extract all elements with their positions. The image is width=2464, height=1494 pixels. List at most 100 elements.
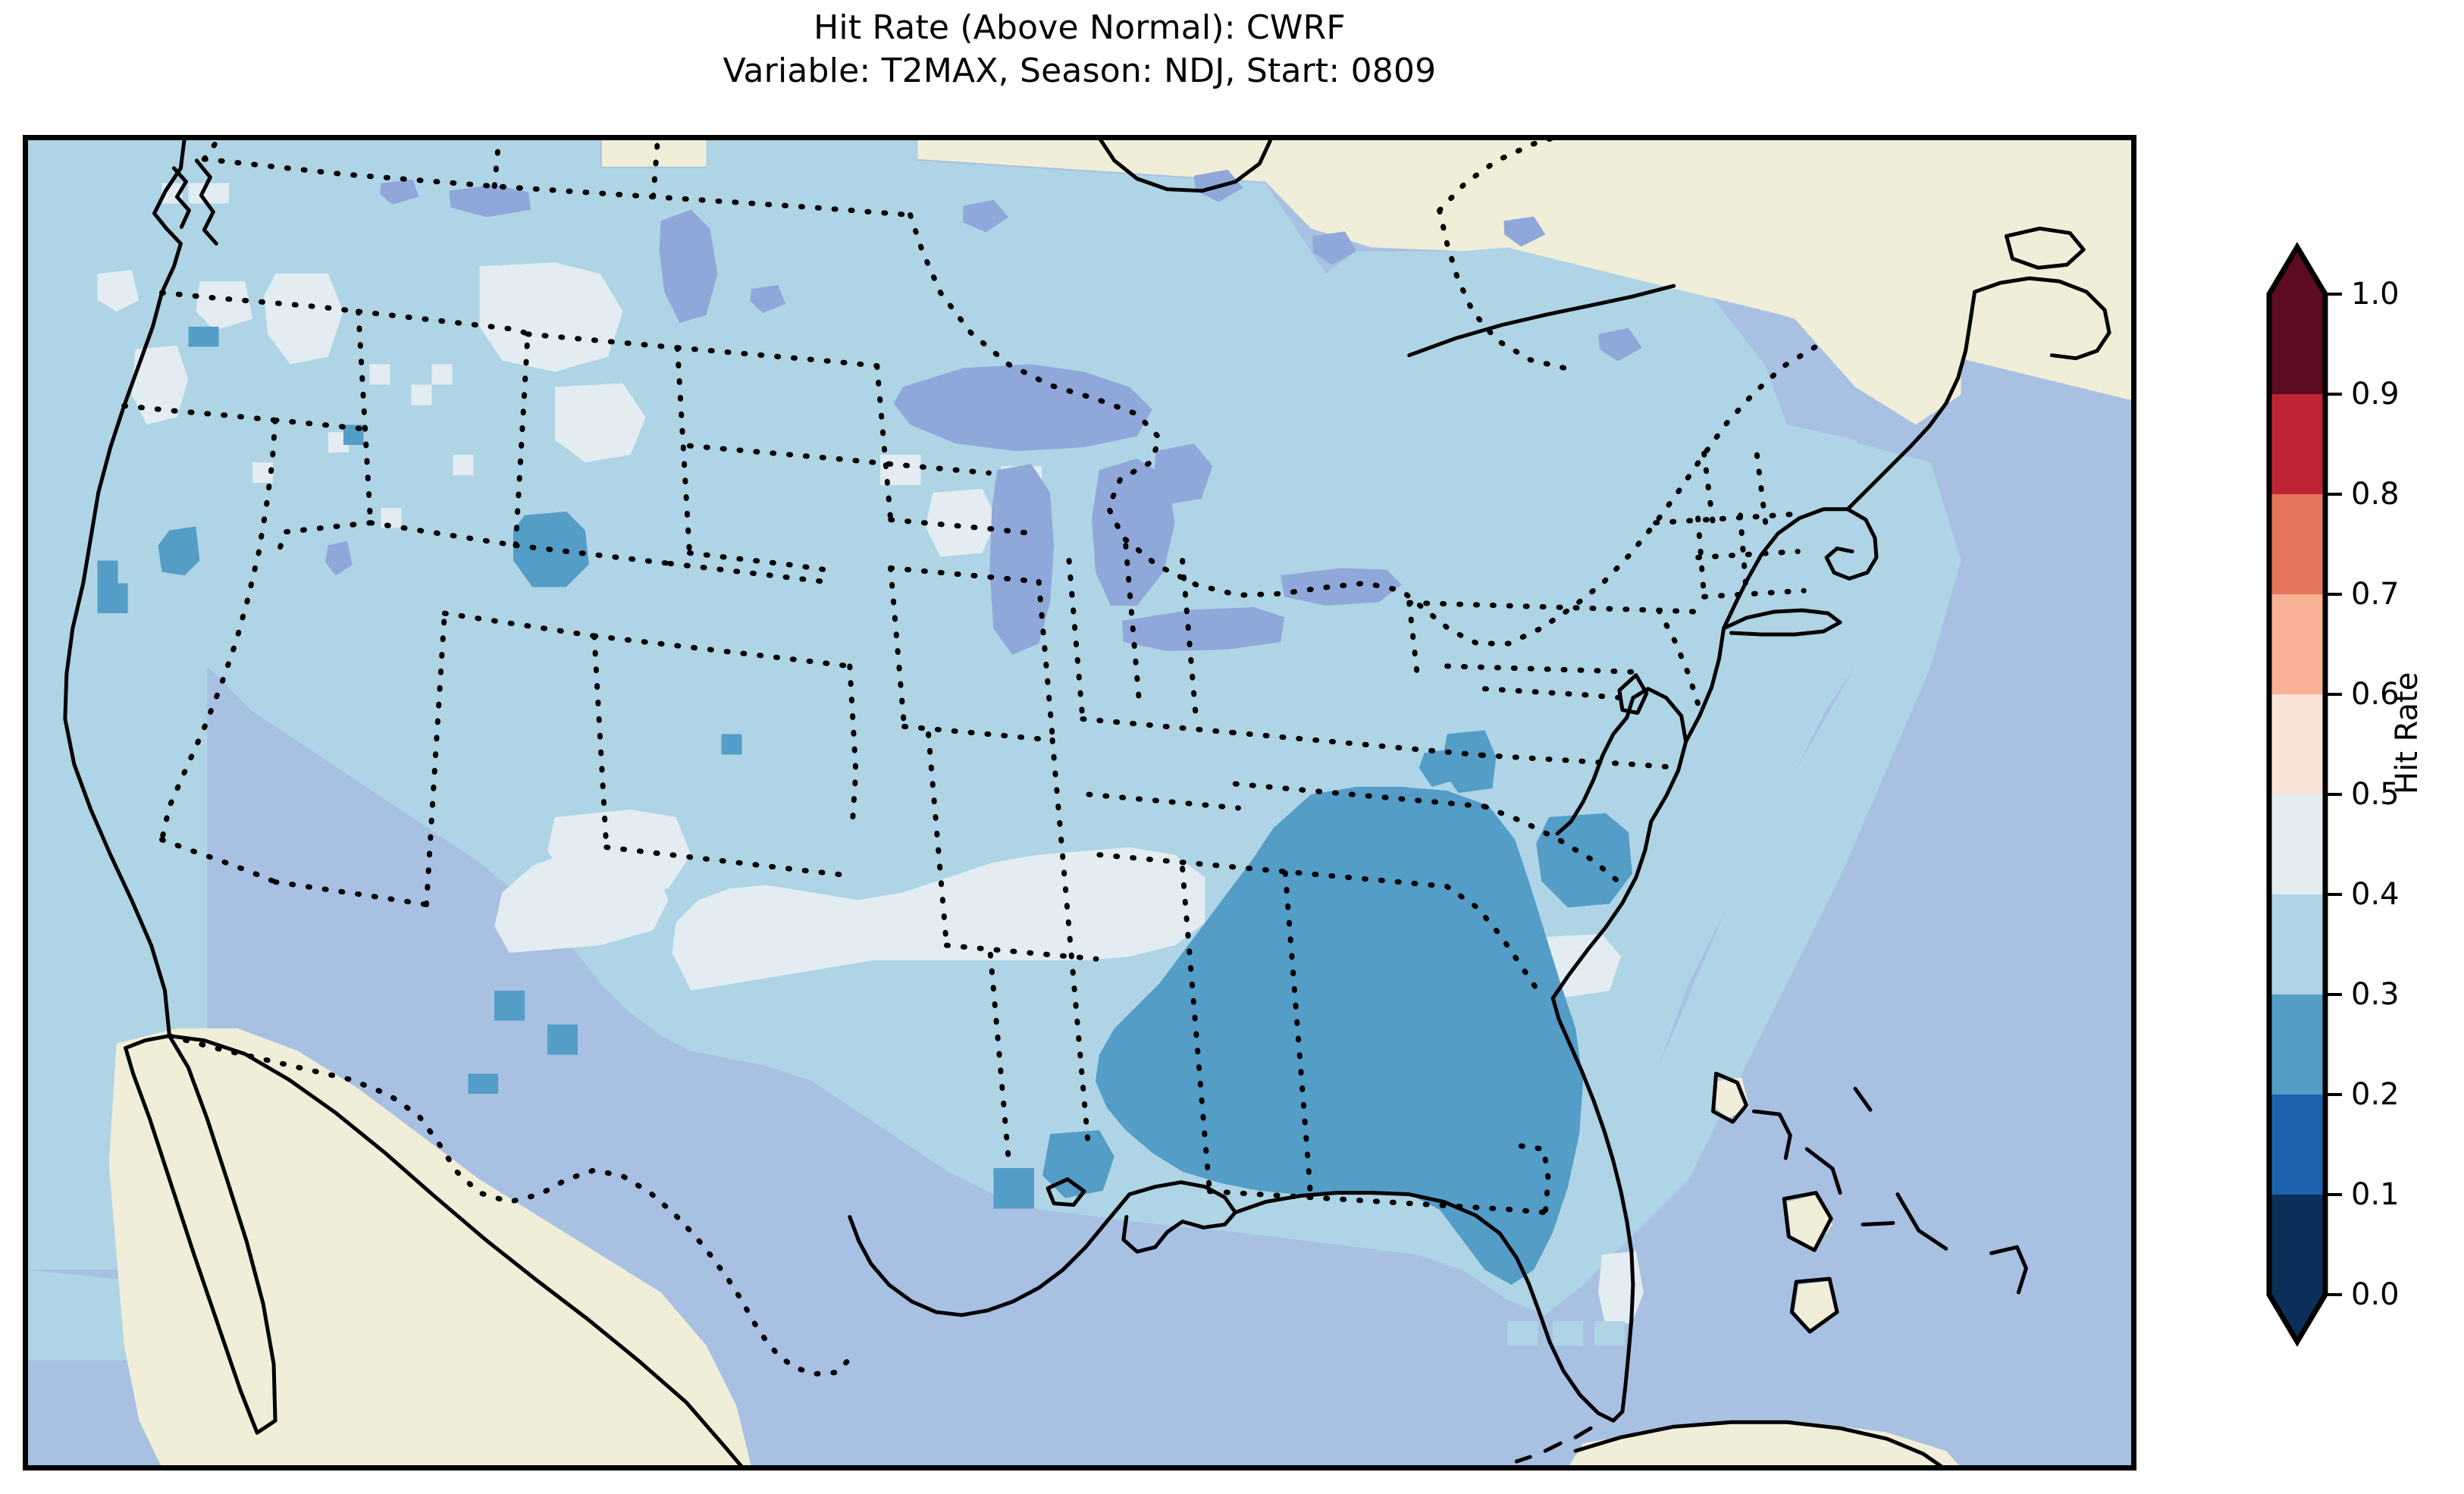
hit-rate-cell (1536, 813, 1632, 908)
colorbar-tick-label-0.2: 0.2 (2351, 1077, 2400, 1112)
coastline-path (1573, 1420, 1945, 1467)
border-path (686, 443, 892, 467)
border-path (1481, 803, 1625, 888)
colorbar[interactable]: 1.0 0.9 0.8 0.7 0.6 0.5 0.4 0.3 0.2 0.1 0.0 (2266, 242, 2400, 1347)
colorbar-band-0.7-0.8 (2269, 494, 2325, 595)
hit-rate-cell (554, 383, 646, 463)
colorbar-tick-label-0.8: 0.8 (2351, 477, 2400, 512)
hit-rate-cell (97, 583, 128, 614)
border-path (158, 290, 362, 315)
lake-polygon (1312, 231, 1356, 265)
colorbar-under-arrow (2269, 1295, 2325, 1342)
coastline-path (2004, 226, 2086, 270)
colorbar-tick-mark-0.6 (2325, 693, 2342, 696)
border-path (1444, 884, 1541, 994)
border-path (1406, 600, 1422, 687)
colorbar-band-0.2-0.3 (2269, 994, 2325, 1095)
border-path (675, 345, 692, 556)
colorbar-tick-label-0.7: 0.7 (2351, 577, 2400, 612)
border-path (886, 461, 992, 476)
border-path (1180, 866, 1212, 1195)
title-line-2: Variable: T2MAX, Season: NDJ, Start: 080… (723, 52, 1437, 91)
colorbar-outline (2266, 242, 2328, 1347)
border-path (591, 633, 853, 669)
lake-polygon (449, 184, 531, 218)
colorbar-band-0.1-0.2 (2269, 1095, 2325, 1195)
hit-rate-cell (188, 183, 230, 204)
hit-rate-cell (131, 345, 189, 425)
coastline-path (1684, 626, 1726, 744)
colorbar-tick-mark-0.8 (2325, 493, 2342, 496)
coastline-path (1514, 996, 1635, 1423)
colorbar-tick-mark-0.3 (2325, 993, 2342, 996)
colorbar-tick-label-0.0: 0.0 (2351, 1277, 2400, 1312)
hit-rate-cell (721, 734, 742, 755)
border-path (603, 844, 856, 879)
map-axes[interactable] (23, 135, 2136, 1471)
hit-rate-cell (453, 455, 474, 475)
coastline-path (63, 138, 187, 1038)
coastline-path (1751, 1109, 1792, 1160)
hit-rate-cell (264, 274, 343, 365)
no-data-land-mask (108, 138, 2133, 1467)
border-path (1695, 549, 1801, 560)
colorbar-tick-mark-0.7 (2325, 593, 2342, 596)
colorbar-band-0.5-0.6 (2269, 694, 2325, 795)
hit-rate-cell (196, 281, 253, 330)
colorbar-axis-label: Hit Rate (2390, 672, 2425, 794)
colorbar-tick-label-0.3: 0.3 (2351, 977, 2400, 1012)
colorbar-tick-label-1.0: 1.0 (2351, 277, 2400, 312)
border-path (1478, 752, 1677, 770)
border-path (1738, 512, 1749, 597)
hit-rate-cell (925, 488, 998, 557)
coastline-path (1853, 1086, 1873, 1112)
hit-rate-cell (494, 990, 525, 1021)
hit-rate-cell (411, 384, 432, 406)
coastline-path (1233, 1191, 1519, 1260)
colorbar-tick-mark-0.5 (2325, 793, 2342, 796)
border-path (356, 309, 374, 526)
border-path (686, 550, 827, 572)
border-path (513, 331, 531, 549)
border-path (987, 951, 1011, 1163)
colorbar-tick-label-0.6: 0.6 (2351, 677, 2400, 712)
colorbar-ticks: 1.0 0.9 0.8 0.7 0.6 0.5 0.4 0.3 0.2 0.1 0.0 (2325, 277, 2462, 1312)
border-path (272, 417, 371, 432)
lake-polygon (1503, 216, 1546, 247)
title-line-1: Hit Rate (Above Normal): CWRF (813, 8, 1346, 47)
coastline-path (1722, 608, 1842, 637)
border-path (1481, 686, 1624, 701)
border-path (591, 633, 610, 850)
coastline-path (1895, 1192, 1948, 1251)
lake-polygon (1598, 327, 1642, 362)
coastline-path (1861, 1220, 1895, 1226)
hit-rate-cell (97, 270, 140, 312)
border-path (1518, 1143, 1551, 1216)
colorbar-band-0.3-0.4 (2269, 894, 2325, 995)
hit-rate-cell (1553, 1320, 1584, 1346)
hit-rate-cell (1419, 749, 1459, 788)
coastline-path (1722, 507, 1879, 631)
no-data-land-polygon (108, 1028, 752, 1467)
hit-rate-cell (431, 364, 453, 385)
hit-rate-cell (369, 364, 390, 385)
lake-polygon (379, 179, 419, 205)
border-path (201, 156, 914, 218)
border-path (272, 520, 374, 563)
colorbar-tick-mark-0.4 (2325, 893, 2342, 896)
colorbar-gradient (2269, 294, 2325, 1295)
border-path (926, 731, 949, 948)
border-path (675, 345, 880, 369)
border-path (1180, 557, 1199, 722)
border-path (1049, 737, 1092, 1154)
hit-rate-cell (1507, 1320, 1538, 1346)
coastline-path (1097, 138, 1272, 193)
border-path (1701, 450, 1716, 528)
colorbar-band-0.8-0.9 (2269, 394, 2325, 495)
lake-polygon (324, 540, 353, 576)
coastline-path (1845, 290, 1977, 512)
hit-rate-cell (468, 1073, 499, 1095)
hit-rate-cell (381, 507, 402, 528)
hit-rate-cell (547, 809, 691, 893)
border-path (1701, 587, 1807, 600)
